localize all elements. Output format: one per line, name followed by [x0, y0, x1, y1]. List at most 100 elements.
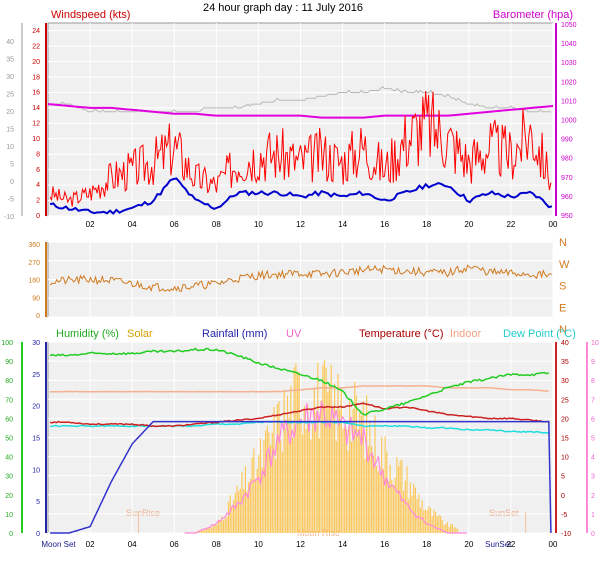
- windspeed-tick-label: 0: [36, 213, 40, 220]
- temperature-line: [49, 402, 549, 428]
- sunrise-annotation: SunRise: [126, 508, 160, 518]
- graph-title: 24 hour graph day : 11 July 2016: [203, 2, 363, 14]
- humidity-outer-tick-label: 100: [1, 340, 13, 347]
- windspeed-label: Windspeed (kts): [51, 9, 130, 21]
- uv-tick-label: 5: [591, 436, 595, 443]
- x-tick-label: 04: [128, 220, 137, 229]
- wind-panel: Windspeed (kts) Barometer (hpa) 02 04 06 08…: [4, 9, 577, 229]
- windspeed-outer-tick-label: 30: [6, 74, 14, 81]
- temperature-tick-label: 35: [561, 359, 569, 366]
- humidity-outer-tick-label: 10: [5, 512, 13, 519]
- direction-deg-tick-label: 180: [28, 278, 40, 285]
- temp-history-line: [48, 86, 551, 113]
- temperature-label: Temperature (°C): [359, 328, 443, 340]
- barometer-tick-label: 950: [561, 213, 573, 220]
- uv-tick-label: 3: [591, 474, 595, 481]
- rainfall-line: [50, 420, 552, 534]
- uv-tick-label: 10: [591, 340, 599, 347]
- windspeed-outer-tick-label: 35: [6, 57, 14, 64]
- wind-gust-line: [49, 90, 552, 207]
- compass-tick-label: N: [559, 237, 567, 249]
- x-tick-label: 02: [86, 540, 95, 549]
- rainfall-tick-label: 15: [32, 436, 40, 443]
- x-tick-label: 04: [128, 540, 137, 549]
- rainfall-tick-label: 0: [36, 531, 40, 538]
- compass-tick-label: W: [559, 259, 570, 271]
- uv-tick-label: 9: [591, 359, 595, 366]
- humidity-outer-tick-label: 80: [5, 378, 13, 385]
- windspeed-tick-label: 10: [32, 136, 40, 143]
- barometer-tick-label: 980: [561, 156, 573, 163]
- humidity-outer-tick-label: 20: [5, 493, 13, 500]
- windspeed-outer-tick-label: 10: [6, 144, 14, 151]
- barometer-line: [47, 103, 554, 119]
- rainfall-tick-label: 5: [36, 499, 40, 506]
- uv-line: [184, 399, 467, 534]
- rainfall-tick-label: 20: [32, 404, 40, 411]
- barometer-tick-label: 1000: [561, 118, 577, 125]
- humidity-outer-tick-label: 90: [5, 359, 13, 366]
- barometer-tick-label: 1030: [561, 60, 577, 67]
- windspeed-outer-tick-label: 0: [10, 179, 14, 186]
- barometer-label: Barometer (hpa): [493, 9, 573, 21]
- humidity-outer-tick-label: 30: [5, 474, 13, 481]
- direction-deg-tick-label: 360: [28, 242, 40, 249]
- windspeed-outer-tick-label: 5: [10, 162, 14, 169]
- x-tick-label: 14: [338, 540, 347, 549]
- windspeed-tick-label: 6: [36, 167, 40, 174]
- windspeed-tick-label: 2: [36, 198, 40, 205]
- x-tick-label: 14: [338, 220, 347, 229]
- windspeed-outer-tick-label: 15: [6, 127, 14, 134]
- temperature-tick-label: 40: [561, 340, 569, 347]
- temperature-tick-label: 10: [561, 455, 569, 462]
- windspeed-tick-label: 14: [32, 105, 40, 112]
- x-tick-label: 18: [422, 220, 431, 229]
- humidity-outer-tick-label: 40: [5, 455, 13, 462]
- compass-tick-label: N: [559, 324, 567, 336]
- barometer-tick-label: 1020: [561, 79, 577, 86]
- temperature-tick-label: 20: [561, 416, 569, 423]
- barometer-tick-label: 960: [561, 194, 573, 201]
- x-tick-label: SunSet: [485, 540, 512, 549]
- windspeed-tick-label: 18: [32, 74, 40, 81]
- windspeed-tick-label: 4: [36, 182, 40, 189]
- rainfall-label: Rainfall (mm): [202, 328, 267, 340]
- uv-tick-label: 7: [591, 397, 595, 404]
- x-tick-label: 22: [506, 220, 515, 229]
- wind-direction-line: [49, 264, 552, 293]
- direction-deg-tick-label: 90: [32, 295, 40, 302]
- x-tick-label: 08: [212, 540, 221, 549]
- uv-tick-label: 2: [591, 493, 595, 500]
- x-tick-label: 22: [506, 540, 515, 549]
- rainfall-tick-label: 30: [32, 340, 40, 347]
- windspeed-tick-label: 12: [32, 121, 40, 128]
- indoor-temp-line: [50, 385, 549, 393]
- x-tick-label: 02: [86, 220, 95, 229]
- windspeed-tick-label: 22: [32, 43, 40, 50]
- x-tick-label: 18: [422, 540, 431, 549]
- rainfall-tick-label: 25: [32, 372, 40, 379]
- x-tick-label: 06: [170, 540, 179, 549]
- humidity-outer-tick-label: 70: [5, 397, 13, 404]
- barometer-tick-label: 1050: [561, 22, 577, 29]
- humidity-outer-tick-label: 0: [9, 531, 13, 538]
- solar-label: Solar: [127, 328, 153, 340]
- windspeed-tick-label: 8: [36, 151, 40, 158]
- x-tick-label: 06: [170, 220, 179, 229]
- windspeed-outer-tick-label: 25: [6, 92, 14, 99]
- compass-tick-label: S: [559, 281, 566, 293]
- x-tick-label: 20: [464, 220, 473, 229]
- uv-tick-label: 1: [591, 512, 595, 519]
- uv-tick-label: 6: [591, 416, 595, 423]
- barometer-tick-label: 1040: [561, 41, 577, 48]
- windspeed-outer-tick-label: 20: [6, 109, 14, 116]
- compass-tick-label: E: [559, 302, 566, 314]
- humidity-panel: Humidity (%) Solar Rainfall (mm) UV Temp…: [1, 328, 599, 549]
- temperature-tick-label: 30: [561, 378, 569, 385]
- x-tick-label: 10: [254, 540, 263, 549]
- barometer-tick-label: 990: [561, 137, 573, 144]
- uv-tick-label: 0: [591, 531, 595, 538]
- rainfall-tick-label: 10: [32, 467, 40, 474]
- x-tick-label: 00: [549, 220, 558, 229]
